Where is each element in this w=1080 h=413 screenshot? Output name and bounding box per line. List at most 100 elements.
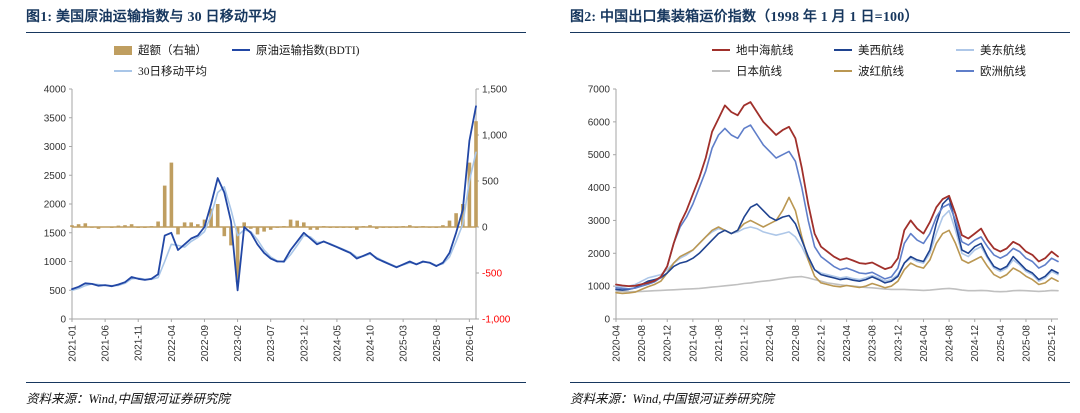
line-swatch-icon <box>114 69 132 73</box>
excess-bar <box>143 227 147 228</box>
line-swatch-icon <box>956 69 974 73</box>
excess-bar <box>255 227 260 235</box>
y-tick-label: 2000 <box>588 249 611 260</box>
excess-bar <box>474 121 478 227</box>
x-tick-label: 2024-05 <box>332 325 343 362</box>
excess-bar <box>268 227 273 230</box>
x-tick-label: 2024-08 <box>945 325 956 362</box>
legend-label: 美东航线 <box>980 45 1026 57</box>
y-tick-label: 1000 <box>588 282 611 293</box>
legend-item-2: 美东航线 <box>956 42 1078 58</box>
excess-bar <box>321 226 326 227</box>
y-tick-label: 3500 <box>44 113 67 124</box>
excess-bar <box>408 225 412 227</box>
series-line-欧洲航线 <box>615 124 1059 290</box>
excess-bar <box>434 227 439 228</box>
excess-bar <box>156 221 160 227</box>
y-tick-label: 3000 <box>44 142 67 153</box>
excess-bar <box>388 227 392 228</box>
line-swatch-icon <box>834 69 852 73</box>
legend-item-1: 美西航线 <box>834 42 956 58</box>
x-tick-label: 2021-04 <box>688 325 699 362</box>
figure2-legend: 地中海航线 美西航线 美东航线 日本航线 波红航线 欧洲航线 <box>712 42 1070 79</box>
excess-bar <box>182 222 187 227</box>
excess-bar <box>169 162 174 227</box>
excess-bar <box>441 225 445 227</box>
excess-bar <box>136 227 140 228</box>
secondary-y-tick-label: 1,500 <box>482 85 507 96</box>
x-tick-label: 2024-10 <box>366 325 377 362</box>
x-tick-label: 2025-08 <box>432 325 443 362</box>
excess-bar <box>302 222 306 227</box>
figure2-source: 资料来源：Wind,中国银河证券研究院 <box>570 392 774 406</box>
legend-label: 日本航线 <box>736 66 782 78</box>
figure2-source-rule <box>570 382 1070 383</box>
y-tick-label: 0 <box>604 315 610 326</box>
x-tick-label: 2024-12 <box>970 325 981 362</box>
bar-swatch-icon <box>114 45 132 55</box>
y-tick-label: 4000 <box>588 183 611 194</box>
figure2-title-rule <box>570 32 1070 33</box>
line-swatch-icon <box>712 48 730 52</box>
excess-bar <box>282 226 286 227</box>
legend-label: 原油运输指数(BDTI) <box>256 45 360 57</box>
series-line-日本航线 <box>615 275 1059 293</box>
x-tick-label: 2022-04 <box>167 325 178 362</box>
x-tick-label: 2025-04 <box>996 325 1007 362</box>
excess-bar <box>295 220 299 227</box>
excess-bar <box>368 225 372 227</box>
y-tick-label: 7000 <box>588 85 611 96</box>
legend-item-4: 波红航线 <box>834 63 956 79</box>
excess-bar <box>189 222 193 227</box>
legend-item-3: 日本航线 <box>712 63 834 79</box>
excess-bar <box>76 224 81 227</box>
secondary-y-tick-label: 0 <box>482 223 488 234</box>
x-tick-label: 2022-12 <box>816 325 827 362</box>
legend-label: 30日移动平均 <box>138 66 207 78</box>
excess-bar <box>262 227 266 232</box>
y-tick-label: 2000 <box>44 200 67 211</box>
excess-bar <box>196 224 200 227</box>
x-tick-label: 2023-07 <box>266 325 277 362</box>
excess-bar <box>361 226 366 227</box>
x-tick-label: 2021-08 <box>714 325 725 362</box>
x-tick-label: 2025-12 <box>1047 325 1058 362</box>
x-tick-label: 2021-01 <box>68 325 79 362</box>
figure2-title: 图2: 中国出口集装箱运价指数（1998 年 1 月 1 日=100） <box>570 10 919 25</box>
excess-bar <box>421 226 425 227</box>
x-tick-label: 2023-12 <box>893 325 904 362</box>
legend-label: 地中海航线 <box>736 45 794 57</box>
excess-bar <box>229 227 233 246</box>
excess-bar <box>308 227 313 230</box>
series-line-原油运输指数(BDTI) <box>71 105 477 292</box>
series-line-地中海航线 <box>615 101 1059 288</box>
excess-bar <box>215 204 220 227</box>
excess-bar <box>275 227 280 228</box>
excess-bar <box>447 220 452 227</box>
excess-bar <box>401 226 405 227</box>
x-tick-label: 2026-01 <box>465 325 476 362</box>
excess-bar <box>123 225 127 227</box>
excess-bar <box>242 222 246 227</box>
x-tick-label: 2023-02 <box>233 325 244 362</box>
excess-bar <box>70 225 74 227</box>
figure1-footer: 资料来源：Wind,中国银河证券研究院 <box>26 382 526 407</box>
y-tick-label: 4000 <box>44 85 67 96</box>
figure1-panel: 图1: 美国原油运输指数与 30 日移动平均 超额（右轴） 原油运输指数(BDTI… <box>26 10 526 407</box>
x-tick-label: 2025-03 <box>399 325 410 362</box>
line-swatch-icon <box>712 69 730 73</box>
excess-bar <box>249 227 253 229</box>
y-tick-label: 2500 <box>44 171 67 182</box>
x-tick-label: 2023-08 <box>868 325 879 362</box>
excess-bar <box>235 227 240 283</box>
excess-bar <box>129 224 134 227</box>
y-tick-label: 0 <box>60 315 66 326</box>
x-tick-label: 2023-12 <box>299 325 310 362</box>
y-tick-label: 1500 <box>44 228 67 239</box>
x-tick-label: 2025-08 <box>1021 325 1032 362</box>
legend-label: 美西航线 <box>858 45 904 57</box>
excess-bar <box>467 162 472 227</box>
excess-bar <box>162 185 167 227</box>
legend-label: 超额（右轴） <box>138 45 207 57</box>
